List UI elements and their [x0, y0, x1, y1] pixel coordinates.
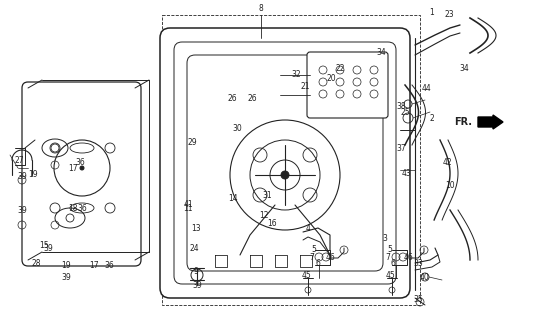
Text: 36: 36	[104, 260, 114, 269]
FancyBboxPatch shape	[22, 82, 141, 266]
Text: 10: 10	[445, 180, 455, 189]
Text: 19: 19	[61, 260, 71, 269]
Text: 5: 5	[312, 244, 316, 253]
FancyBboxPatch shape	[160, 28, 410, 298]
Text: 36: 36	[77, 204, 87, 212]
Text: 26: 26	[247, 93, 257, 102]
Text: 21: 21	[300, 82, 310, 91]
Text: 28: 28	[31, 259, 41, 268]
Text: 45: 45	[385, 270, 395, 279]
Text: 5: 5	[387, 244, 392, 253]
Text: 3: 3	[383, 234, 387, 243]
Circle shape	[281, 171, 289, 179]
Text: 34: 34	[376, 47, 386, 57]
Text: 8: 8	[259, 4, 264, 12]
Text: 17: 17	[89, 260, 99, 269]
Text: 15: 15	[39, 241, 49, 250]
Text: 31: 31	[262, 190, 272, 199]
Text: 18: 18	[68, 204, 78, 212]
Text: 41: 41	[183, 199, 193, 209]
Text: 34: 34	[459, 63, 469, 73]
Text: 30: 30	[232, 124, 242, 132]
Text: 1: 1	[430, 7, 435, 17]
Text: 19: 19	[28, 170, 38, 179]
Text: 20: 20	[326, 74, 336, 83]
Bar	[162, 15, 420, 305]
Text: 2: 2	[430, 114, 435, 123]
FancyBboxPatch shape	[307, 52, 388, 118]
Text: 23: 23	[444, 10, 454, 19]
Text: 13: 13	[191, 223, 201, 233]
Text: 38: 38	[396, 101, 406, 110]
Text: 39: 39	[192, 281, 202, 290]
Text: 12: 12	[259, 211, 269, 220]
Text: 39: 39	[61, 273, 71, 282]
Text: FR.: FR.	[454, 117, 472, 127]
Circle shape	[80, 166, 84, 170]
Text: 40: 40	[419, 273, 429, 282]
Text: 27: 27	[14, 156, 24, 164]
Text: 39: 39	[43, 244, 53, 252]
Text: 43: 43	[402, 169, 412, 178]
Text: 6: 6	[391, 259, 396, 268]
Text: 42: 42	[442, 157, 452, 166]
Text: 7: 7	[310, 252, 315, 261]
Text: 14: 14	[228, 194, 238, 203]
Text: 11: 11	[183, 204, 193, 212]
Text: 17: 17	[68, 164, 78, 172]
Text: 46: 46	[403, 252, 413, 261]
Text: 24: 24	[189, 244, 199, 252]
Text: 25: 25	[400, 108, 410, 116]
Text: 9: 9	[193, 268, 198, 276]
Text: 22: 22	[335, 63, 345, 73]
Text: 7: 7	[386, 252, 390, 261]
Text: 36: 36	[75, 157, 85, 166]
Text: 33: 33	[413, 259, 423, 268]
Text: 4: 4	[306, 223, 310, 233]
Text: 45: 45	[302, 271, 312, 281]
Text: 37: 37	[396, 143, 406, 153]
Text: 26: 26	[227, 93, 237, 102]
Text: 46: 46	[325, 253, 335, 262]
Text: 6: 6	[316, 259, 321, 268]
FancyArrow shape	[478, 115, 503, 129]
Text: 29: 29	[187, 138, 197, 147]
Text: 39: 39	[17, 205, 27, 214]
Text: 35: 35	[413, 295, 423, 305]
Text: 16: 16	[267, 219, 277, 228]
Text: 39: 39	[17, 172, 27, 180]
Text: 32: 32	[291, 69, 301, 78]
Text: 44: 44	[421, 84, 431, 92]
